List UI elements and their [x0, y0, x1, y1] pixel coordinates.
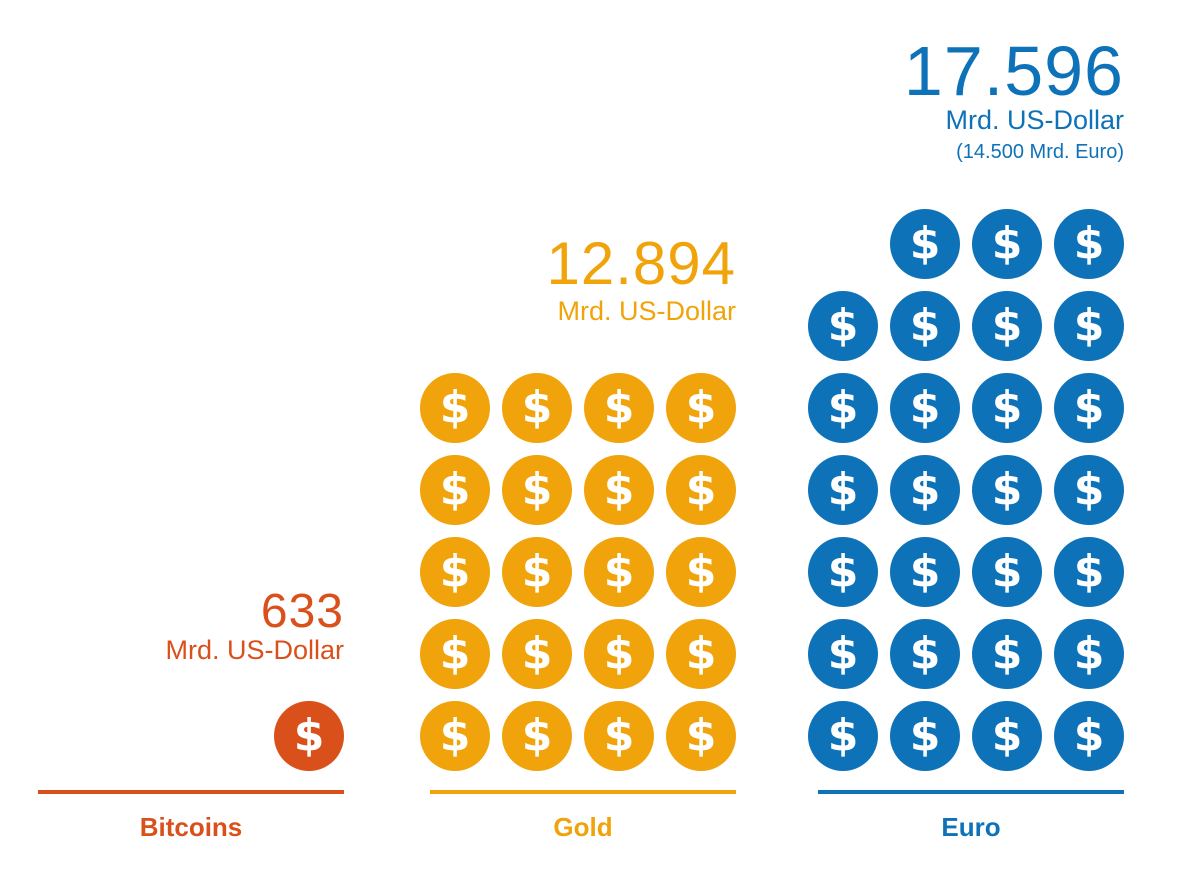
dollar-coin-icon: $: [584, 537, 654, 607]
gold-unit: Mrd. US-Dollar: [557, 296, 736, 326]
dollar-coin-icon: $: [666, 455, 736, 525]
dollar-coin-icon: $: [890, 701, 960, 771]
dollar-coin-icon: $: [502, 701, 572, 771]
dollar-coin-icon: $: [666, 619, 736, 689]
dollar-coin-icon: $: [972, 701, 1042, 771]
dollar-coin-icon: $: [972, 537, 1042, 607]
dollar-coin-icon: $: [890, 619, 960, 689]
euro-subunit: (14.500 Mrd. Euro): [956, 141, 1124, 163]
bitcoins-label: Bitcoins: [139, 812, 243, 842]
dollar-coin-icon: $: [808, 537, 878, 607]
dollar-coin-icon: $: [1054, 373, 1124, 443]
dollar-coin-icon: $: [808, 619, 878, 689]
dollar-coin-icon: $: [584, 701, 654, 771]
bitcoins-baseline: [38, 790, 344, 794]
dollar-coin-icon: $: [666, 537, 736, 607]
euro-column: 17.596 Mrd. US-Dollar (14.500 Mrd. Euro)…: [808, 0, 1124, 878]
dollar-coin-icon: $: [972, 373, 1042, 443]
dollar-coin-icon: $: [420, 701, 490, 771]
dollar-coin-icon: $: [890, 455, 960, 525]
dollar-coin-icon: $: [1054, 619, 1124, 689]
dollar-coin-icon: $: [502, 619, 572, 689]
dollar-coin-icon: $: [972, 455, 1042, 525]
dollar-coin-icon: $: [420, 455, 490, 525]
dollar-coin-icon: $: [1054, 209, 1124, 279]
dollar-coin-icon: $: [890, 209, 960, 279]
dollar-coin-icon: $: [584, 455, 654, 525]
euro-unit: Mrd. US-Dollar: [945, 105, 1124, 135]
dollar-coin-icon: $: [584, 373, 654, 443]
gold-label: Gold: [553, 812, 613, 842]
dollar-coin-icon: $: [1054, 455, 1124, 525]
dollar-coin-icon: $: [1054, 537, 1124, 607]
gold-baseline: [430, 790, 736, 794]
dollar-coin-icon: $: [808, 291, 878, 361]
dollar-coin-icon: $: [972, 619, 1042, 689]
bitcoins-value: 633: [260, 585, 344, 638]
dollar-coin-icon: $: [666, 373, 736, 443]
dollar-coin-icon: $: [584, 619, 654, 689]
dollar-coin-icon: $: [972, 209, 1042, 279]
dollar-coin-icon: $: [890, 291, 960, 361]
dollar-coin-icon: $: [972, 291, 1042, 361]
euro-baseline: [818, 790, 1124, 794]
gold-value: 12.894: [546, 230, 736, 297]
dollar-coin-icon: $: [502, 373, 572, 443]
dollar-coin-icon: $: [808, 701, 878, 771]
dollar-coin-icon: $: [890, 373, 960, 443]
dollar-coin-icon: $: [808, 373, 878, 443]
dollar-coin-icon: $: [502, 537, 572, 607]
euro-value: 17.596: [903, 32, 1124, 110]
dollar-coin-icon: $: [1054, 291, 1124, 361]
euro-label: Euro: [941, 812, 1001, 842]
bitcoins-unit: Mrd. US-Dollar: [165, 635, 344, 665]
dollar-coin-icon: $: [890, 537, 960, 607]
dollar-coin-icon: $: [666, 701, 736, 771]
dollar-coin-icon: $: [502, 455, 572, 525]
dollar-coin-icon: $: [420, 619, 490, 689]
dollar-coin-icon: $: [420, 373, 490, 443]
dollar-coin-icon: $: [274, 701, 344, 771]
gold-column: 12.894 Mrd. US-Dollar $ $ $ $ $ $ $ $ $ $ $ $ $ $ $ $ $ $…: [420, 0, 736, 878]
bitcoins-column: 633 Mrd. US-Dollar $ Bitcoins: [38, 0, 344, 878]
dollar-coin-icon: $: [1054, 701, 1124, 771]
dollar-coin-icon: $: [420, 537, 490, 607]
dollar-coin-icon: $: [808, 455, 878, 525]
